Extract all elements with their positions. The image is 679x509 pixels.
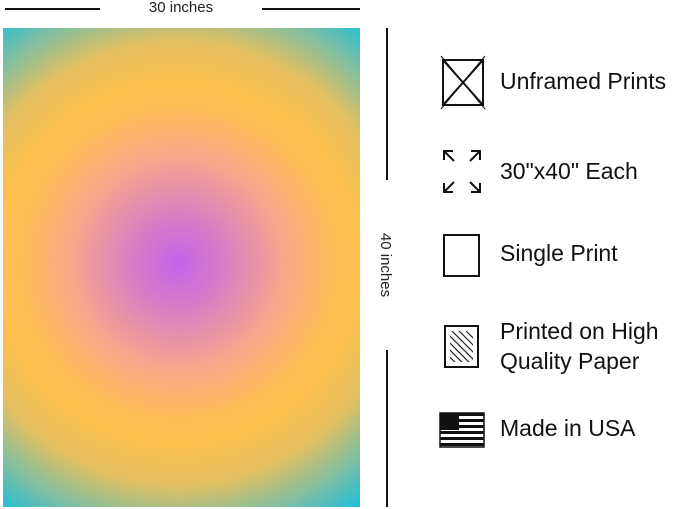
icon-unframed <box>440 55 486 110</box>
icon-paper <box>444 325 479 368</box>
icon-flag <box>439 412 485 448</box>
feature-label: Made in USA <box>500 415 636 441</box>
height-label: 40 inches <box>377 233 394 297</box>
poster <box>3 28 360 507</box>
feature-label: 30"x40" Each <box>500 158 638 184</box>
feature-label: Printed on High <box>500 318 659 344</box>
icon-size <box>443 150 481 193</box>
width-label: 30 inches <box>149 0 213 16</box>
feature-label: Quality Paper <box>500 348 640 374</box>
feature-label: Unframed Prints <box>500 68 666 94</box>
feature-label: Single Print <box>500 240 618 266</box>
icon-single <box>443 234 480 277</box>
